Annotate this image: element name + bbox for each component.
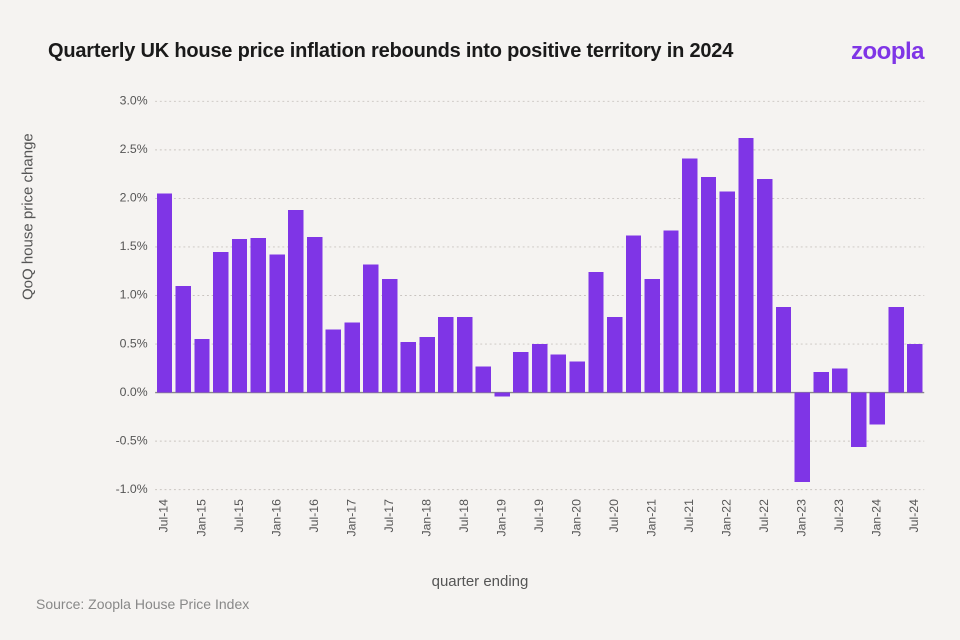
bar <box>194 339 209 392</box>
bar <box>551 355 566 393</box>
x-tick-label: Jan-17 <box>344 499 358 537</box>
x-tick-label: Jul-18 <box>457 499 471 533</box>
source-caption: Source: Zoopla House Price Index <box>36 596 249 612</box>
bar <box>776 307 791 392</box>
bar <box>251 238 266 392</box>
x-tick-label: Jul-22 <box>757 499 771 533</box>
y-tick-label: 0.5% <box>120 336 148 350</box>
bar <box>626 235 641 392</box>
x-tick-label: Jul-20 <box>607 499 621 533</box>
bar <box>401 342 416 392</box>
bar <box>419 337 434 392</box>
x-tick-label: Jul-24 <box>907 499 921 533</box>
bar <box>232 239 247 392</box>
brand-logo: zoopla <box>851 38 924 66</box>
bar <box>382 279 397 393</box>
bar <box>157 194 172 393</box>
y-tick-label: -0.5% <box>116 433 148 447</box>
plot-area: -1.0%-0.5%0.0%0.5%1.0%1.5%2.0%2.5%3.0%Ju… <box>108 80 928 500</box>
bar <box>344 323 359 393</box>
bar <box>288 210 303 393</box>
x-tick-label: Jan-15 <box>194 499 208 537</box>
x-tick-label: Jul-15 <box>232 499 246 533</box>
bar <box>701 177 716 393</box>
bar <box>213 252 228 393</box>
y-axis-label: QoQ house price change <box>20 133 37 300</box>
x-tick-label: Jul-19 <box>532 499 546 533</box>
bar <box>645 279 660 393</box>
x-axis-label: quarter ending <box>432 573 529 590</box>
x-tick-label: Jan-18 <box>419 499 433 537</box>
y-tick-label: 0.0% <box>120 385 148 399</box>
bar <box>907 344 922 393</box>
x-tick-label: Jan-21 <box>644 499 658 537</box>
bar <box>738 138 753 392</box>
bar <box>851 393 866 447</box>
y-tick-label: 2.0% <box>120 191 148 205</box>
y-tick-label: 2.5% <box>120 142 148 156</box>
bar <box>438 317 453 393</box>
bar <box>663 230 678 392</box>
bar <box>607 317 622 393</box>
y-tick-label: 3.0% <box>120 94 148 108</box>
bar <box>363 264 378 392</box>
x-tick-label: Jul-21 <box>682 499 696 533</box>
x-tick-label: Jul-17 <box>382 499 396 533</box>
bar <box>326 329 341 392</box>
bar <box>532 344 547 393</box>
bar <box>269 255 284 393</box>
bar <box>494 393 509 397</box>
bar <box>307 237 322 392</box>
bar <box>813 372 828 392</box>
x-tick-label: Jul-14 <box>157 499 171 533</box>
x-tick-label: Jan-19 <box>494 499 508 537</box>
bar <box>476 366 491 392</box>
x-tick-label: Jan-24 <box>870 499 884 537</box>
bar <box>795 393 810 482</box>
y-tick-label: 1.0% <box>120 288 148 302</box>
chart-title: Quarterly UK house price inflation rebou… <box>48 40 733 63</box>
x-tick-label: Jul-16 <box>307 499 321 533</box>
bar <box>513 352 528 393</box>
bar <box>588 272 603 392</box>
bar <box>176 286 191 393</box>
x-tick-label: Jan-23 <box>795 499 809 537</box>
bar <box>457 317 472 393</box>
bar <box>720 192 735 393</box>
x-tick-label: Jul-23 <box>832 499 846 533</box>
bar <box>888 307 903 392</box>
y-tick-label: -1.0% <box>116 482 148 496</box>
chart-svg: -1.0% -0.5% 0.0% 0.5% 1.0% 1.5% 2.0% 2.5% 3.0% Ju… <box>108 80 928 560</box>
chart-frame: Quarterly UK house price inflation rebou… <box>0 0 960 640</box>
x-tick-label: Jan-22 <box>719 499 733 537</box>
y-tick-label: 1.5% <box>120 239 148 253</box>
bar <box>870 393 885 425</box>
x-tick-label: Jan-16 <box>269 499 283 537</box>
bar <box>569 362 584 393</box>
bar <box>832 368 847 392</box>
bar <box>757 179 772 393</box>
bar <box>682 159 697 393</box>
x-tick-label: Jan-20 <box>569 499 583 537</box>
